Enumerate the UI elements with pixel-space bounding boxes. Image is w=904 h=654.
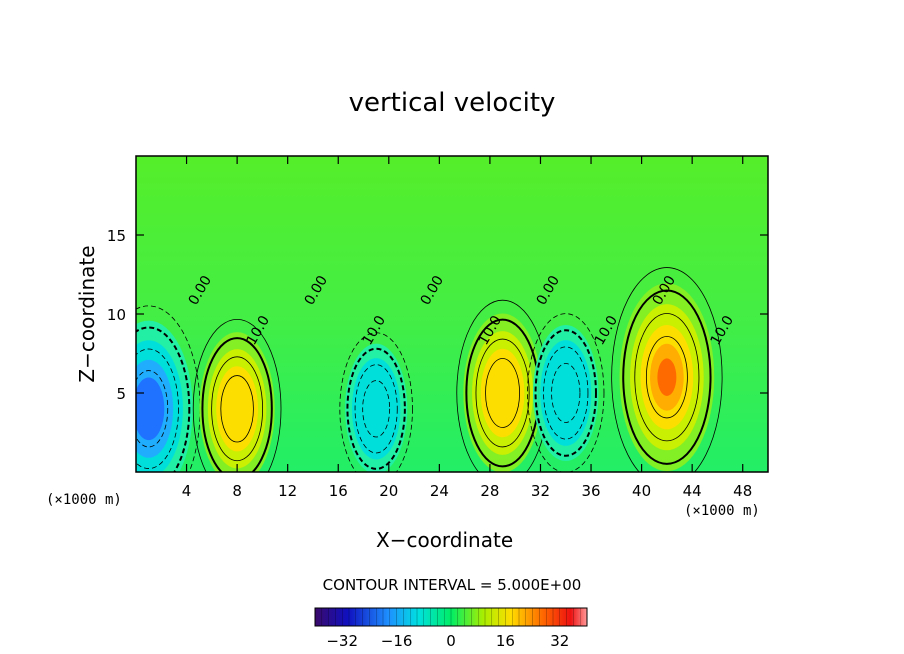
colorbar-tick-label: 32 — [550, 632, 569, 650]
contour-line-1-2 — [211, 356, 264, 462]
contour-line-4-2 — [543, 346, 589, 440]
contour-line-1-3 — [220, 375, 254, 443]
contour-line-0-2 — [136, 348, 179, 469]
contour-line-2-3 — [362, 380, 391, 438]
colorbar-tick-label: 16 — [496, 632, 515, 650]
colorbar-tick-label: −32 — [326, 632, 358, 650]
heatmap-feature-3-level-2 — [480, 348, 525, 438]
heatmap-feature-2-level-1 — [351, 358, 401, 460]
contour-line-2-0 — [339, 332, 413, 472]
contour-line-4-3 — [551, 363, 581, 423]
x-unit-label-right: (×1000 m) — [684, 503, 760, 519]
x-axis-label: X−coordinate — [376, 528, 514, 552]
contour-line-0-1 — [136, 326, 191, 472]
heatmap-feature-5-level-4 — [657, 358, 677, 396]
x-unit-label-left: (×1000 m) — [46, 492, 122, 508]
contour-line-3-3 — [485, 358, 520, 428]
x-tick-label: 20 — [379, 482, 398, 500]
colorbar-tick-label: 0 — [446, 632, 456, 650]
heatmap-feature-4-level-1 — [540, 340, 592, 446]
contour-line-1-1 — [201, 337, 273, 472]
contour-line-4-0 — [527, 313, 605, 472]
contour-label: 0.00 — [766, 273, 795, 308]
colorbar-tick-label: −16 — [381, 632, 413, 650]
contour-line-3-2 — [475, 338, 530, 448]
x-tick-label: 24 — [430, 482, 449, 500]
x-tick-label: 8 — [232, 482, 242, 500]
colorbar: −32 −16 0 16 32 — [314, 607, 588, 650]
y-tick-label: 15 — [107, 227, 126, 245]
x-tick-label: 44 — [683, 482, 702, 500]
contour-interval-label: CONTOUR INTERVAL = 5.000E+00 — [322, 576, 582, 594]
y-tick-label: 10 — [107, 306, 126, 324]
x-tick-label: 32 — [531, 482, 550, 500]
x-tick-label: 4 — [182, 482, 192, 500]
contour-line-5-2 — [634, 313, 700, 442]
contour-line-1-0 — [192, 318, 282, 472]
contour-line-4-1 — [534, 329, 597, 457]
contour-line-5-0 — [611, 267, 723, 472]
x-tick-label: 48 — [733, 482, 752, 500]
contour-line-2-1 — [346, 347, 406, 470]
y-axis-label: Z−coordinate — [75, 245, 99, 383]
x-tick-label: 28 — [480, 482, 499, 500]
x-tick-label: 16 — [329, 482, 348, 500]
x-tick-label: 36 — [581, 482, 600, 500]
contour-line-5-3 — [645, 336, 688, 419]
chart-title: vertical velocity — [348, 88, 556, 118]
x-tick-label: 12 — [278, 482, 297, 500]
heatmap-feature-1-level-2 — [216, 366, 259, 452]
contour-line-5-1 — [622, 289, 712, 465]
plot-area: 0.0010.00.0010.00.0010.00.0010.00.0010.0… — [136, 156, 795, 472]
contour-line-2-2 — [354, 364, 398, 454]
x-tick-label: 40 — [632, 482, 651, 500]
heatmap-feature-0-level-3 — [136, 377, 165, 441]
contour-line-0-3 — [136, 370, 169, 448]
y-tick-label: 5 — [116, 385, 126, 403]
